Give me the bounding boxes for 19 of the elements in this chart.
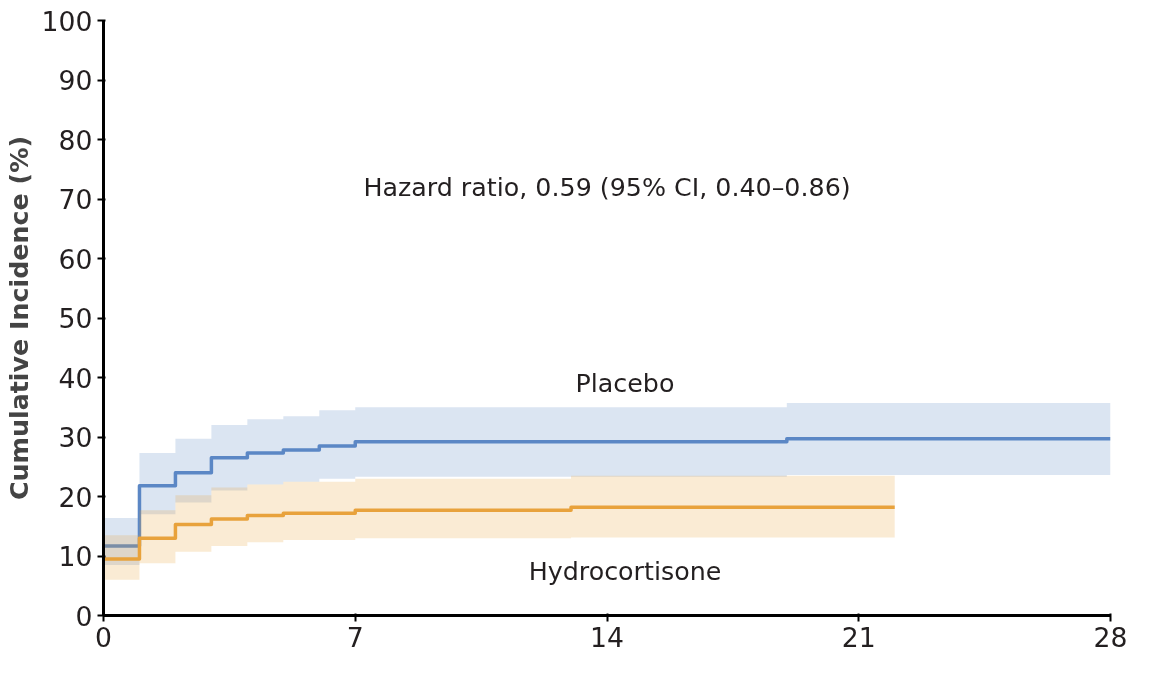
y-tick-label: 60	[58, 243, 93, 275]
y-tick-label: 50	[58, 303, 93, 334]
x-tick-label: 14	[590, 621, 624, 653]
y-tick-label: 80	[58, 124, 93, 156]
x-tick-label: 28	[1093, 621, 1128, 653]
y-tick-label: 100	[41, 5, 93, 37]
y-tick-label: 0	[75, 600, 93, 632]
y-tick-label: 20	[58, 481, 93, 513]
annotation: Hazard ratio, 0.59 (95% CI, 0.40–0.86)	[363, 172, 851, 203]
x-tick-label: 7	[346, 621, 364, 653]
y-axis-title: Cumulative Incidence (%)	[3, 135, 34, 501]
series-label: Placebo	[575, 368, 675, 399]
y-tick-label: 90	[58, 65, 93, 96]
x-tick-label: 21	[841, 621, 876, 653]
series-label: Hydrocortisone	[528, 555, 722, 586]
y-tick-label: 30	[58, 422, 93, 453]
y-tick-label: 10	[58, 541, 93, 572]
y-tick-label: 40	[58, 362, 93, 394]
y-tick-label: 70	[58, 184, 93, 215]
